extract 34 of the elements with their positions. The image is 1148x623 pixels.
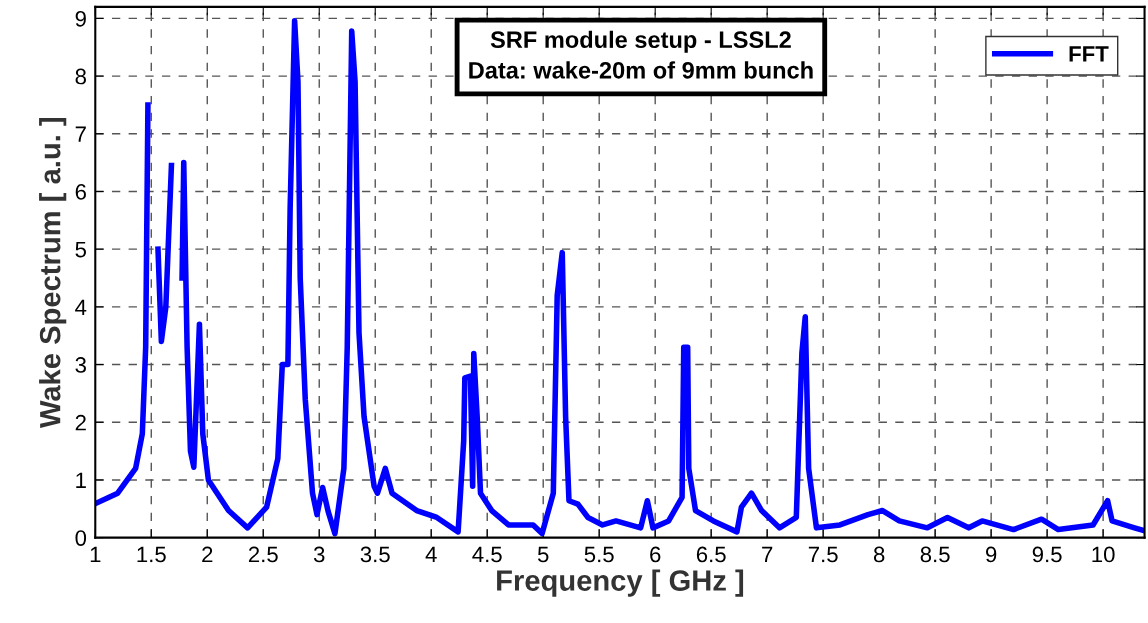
x-tick-label: 7.5 — [808, 546, 838, 563]
x-tick-label: 3 — [313, 546, 325, 563]
x-tick-label: 5.5 — [584, 546, 614, 563]
y-tick-label: 8 — [75, 68, 86, 85]
x-tick-label: 8.5 — [920, 546, 950, 563]
x-tick-label: 1 — [90, 546, 101, 563]
legend-label: FFT — [1069, 46, 1109, 62]
y-tick-label: 0 — [75, 530, 87, 546]
x-tick-label: 8 — [873, 546, 885, 563]
y-tick-label: 5 — [75, 241, 87, 258]
x-tick-label: 2.5 — [248, 546, 278, 563]
y-tick-label: 6 — [75, 184, 86, 200]
y-tick-label: 2 — [75, 414, 86, 431]
x-tick-label: 3.5 — [360, 546, 390, 563]
x-tick-label: 1.5 — [137, 546, 166, 563]
x-tick-label: 6.5 — [696, 546, 726, 563]
y-tick-label: 3 — [75, 357, 86, 373]
x-tick-label: 5 — [537, 546, 549, 563]
x-tick-label: 9 — [986, 546, 997, 563]
x-axis-title: Frequency [ GHz ] — [497, 569, 744, 597]
x-tick-label: 6 — [650, 546, 661, 563]
x-tick-label: 4 — [425, 546, 437, 563]
x-tick-label: 7 — [762, 546, 773, 563]
x-tick-label: 2 — [202, 546, 213, 563]
y-tick-label: 1 — [76, 472, 86, 489]
annotation: SRF module setup - LSSL2 — [490, 30, 791, 53]
y-tick-label: 9 — [75, 10, 86, 27]
y-tick-label: 7 — [75, 126, 86, 142]
x-tick-label: 4.5 — [472, 546, 502, 563]
y-tick-label: 4 — [75, 299, 87, 315]
y-axis-title: Wake Spectrum [ a.u. ] — [39, 118, 67, 429]
x-tick-label: 9.5 — [1032, 546, 1062, 563]
annotation: Data: wake-20m of 9mm bunch — [469, 61, 813, 79]
x-tick-label: 10 — [1092, 546, 1115, 563]
